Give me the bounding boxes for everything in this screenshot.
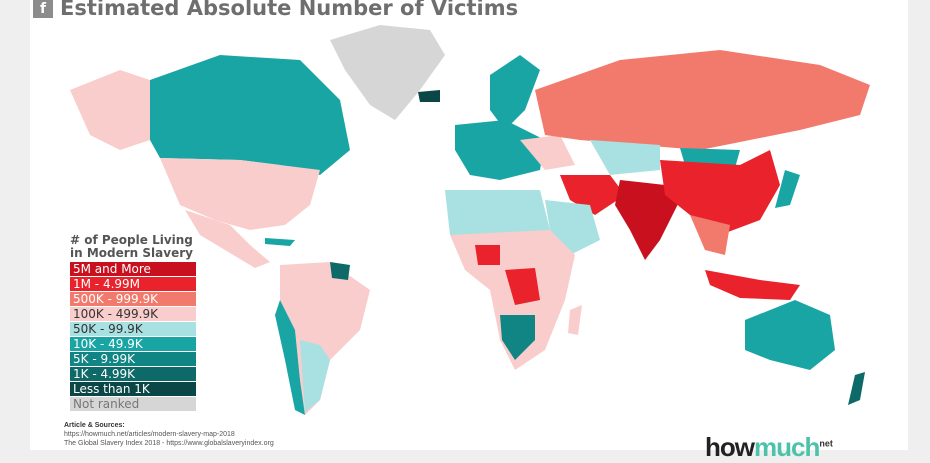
legend-item: Less than 1K [70, 382, 196, 396]
region-argentina [300, 340, 330, 412]
region-south-america [280, 262, 370, 415]
logo-net: net [819, 438, 833, 449]
source-link-index[interactable]: The Global Slavery Index 2018 - https://… [64, 440, 274, 447]
legend-item: Not ranked [70, 397, 196, 411]
region-china [660, 150, 780, 235]
legend-item: 1K - 4.99K [70, 367, 196, 381]
region-russia [535, 50, 870, 150]
region-eastern-europe [520, 135, 575, 170]
sources-heading: Article & Sources: [64, 422, 125, 429]
region-southern-africa [500, 315, 535, 360]
source-link-article[interactable]: https://howmuch.net/articles/modern-slav… [64, 431, 235, 438]
region-central-asia [590, 140, 660, 175]
region-central-america [185, 210, 270, 268]
region-arabia [545, 200, 600, 255]
region-indonesia [705, 270, 800, 300]
world-map [70, 25, 870, 415]
region-japan [775, 170, 800, 208]
region-cuba [265, 238, 295, 246]
region-north-africa [445, 190, 550, 240]
legend-title-line2: in Modern Slavery [70, 246, 193, 260]
region-canada [150, 55, 350, 175]
legend-item: 50K - 99.9K [70, 322, 196, 336]
legend-item: 500K - 999.9K [70, 292, 196, 306]
legend-title-line1: # of People Living [70, 233, 193, 247]
region-scandinavia [490, 55, 540, 130]
legend-item: 5M and More [70, 262, 196, 276]
region-usa [160, 158, 320, 230]
legend: # of People Living in Modern Slavery 5M … [70, 234, 196, 412]
legend-item: 10K - 49.9K [70, 337, 196, 351]
region-drc [505, 268, 540, 305]
logo-how: how [705, 432, 755, 462]
region-southeast-asia [690, 215, 730, 255]
region-europe [455, 120, 545, 180]
page-title: Estimated Absolute Number of Victims [60, 0, 519, 20]
region-new-zealand [848, 372, 865, 405]
region-australia [745, 300, 835, 370]
legend-title: # of People Living in Modern Slavery [70, 234, 196, 260]
region-alaska [70, 70, 150, 150]
logo-much: much [754, 432, 820, 462]
region-venezuela [330, 262, 350, 280]
facebook-icon[interactable]: f [33, 0, 53, 18]
legend-item: 1M - 4.99M [70, 277, 196, 291]
region-iceland [418, 90, 440, 102]
region-greenland [330, 25, 445, 120]
region-nigeria [475, 245, 500, 265]
region-middle-east [560, 175, 625, 215]
howmuch-logo: howmuchnet [705, 432, 833, 463]
region-india [615, 180, 680, 260]
region-peru-chile [275, 300, 305, 415]
legend-item: 5K - 9.99K [70, 352, 196, 366]
legend-item: 100K - 499.9K [70, 307, 196, 321]
sources: Article & Sources: https://howmuch.net/a… [64, 421, 274, 448]
region-madagascar [568, 305, 582, 335]
